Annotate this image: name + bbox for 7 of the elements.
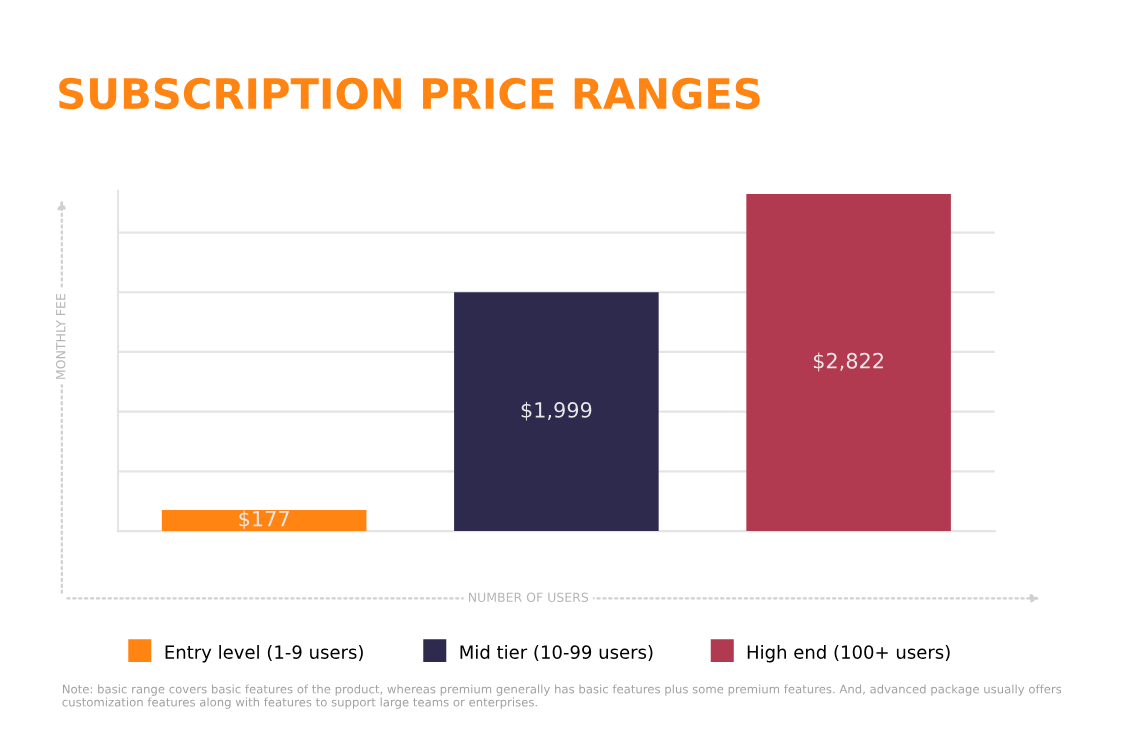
data-label: $177: [239, 510, 289, 530]
chart-title: SUBSCRIPTION PRICE RANGES: [59, 77, 760, 110]
x-tick-label: High end (100+ users): [747, 644, 950, 663]
data-label: $2,822: [813, 352, 883, 372]
x-tick-label: Entry level (1-9 users): [165, 644, 363, 663]
x-tick-label: Mid tier (10-99 users): [460, 644, 653, 662]
data-label: $1,999: [521, 401, 592, 421]
